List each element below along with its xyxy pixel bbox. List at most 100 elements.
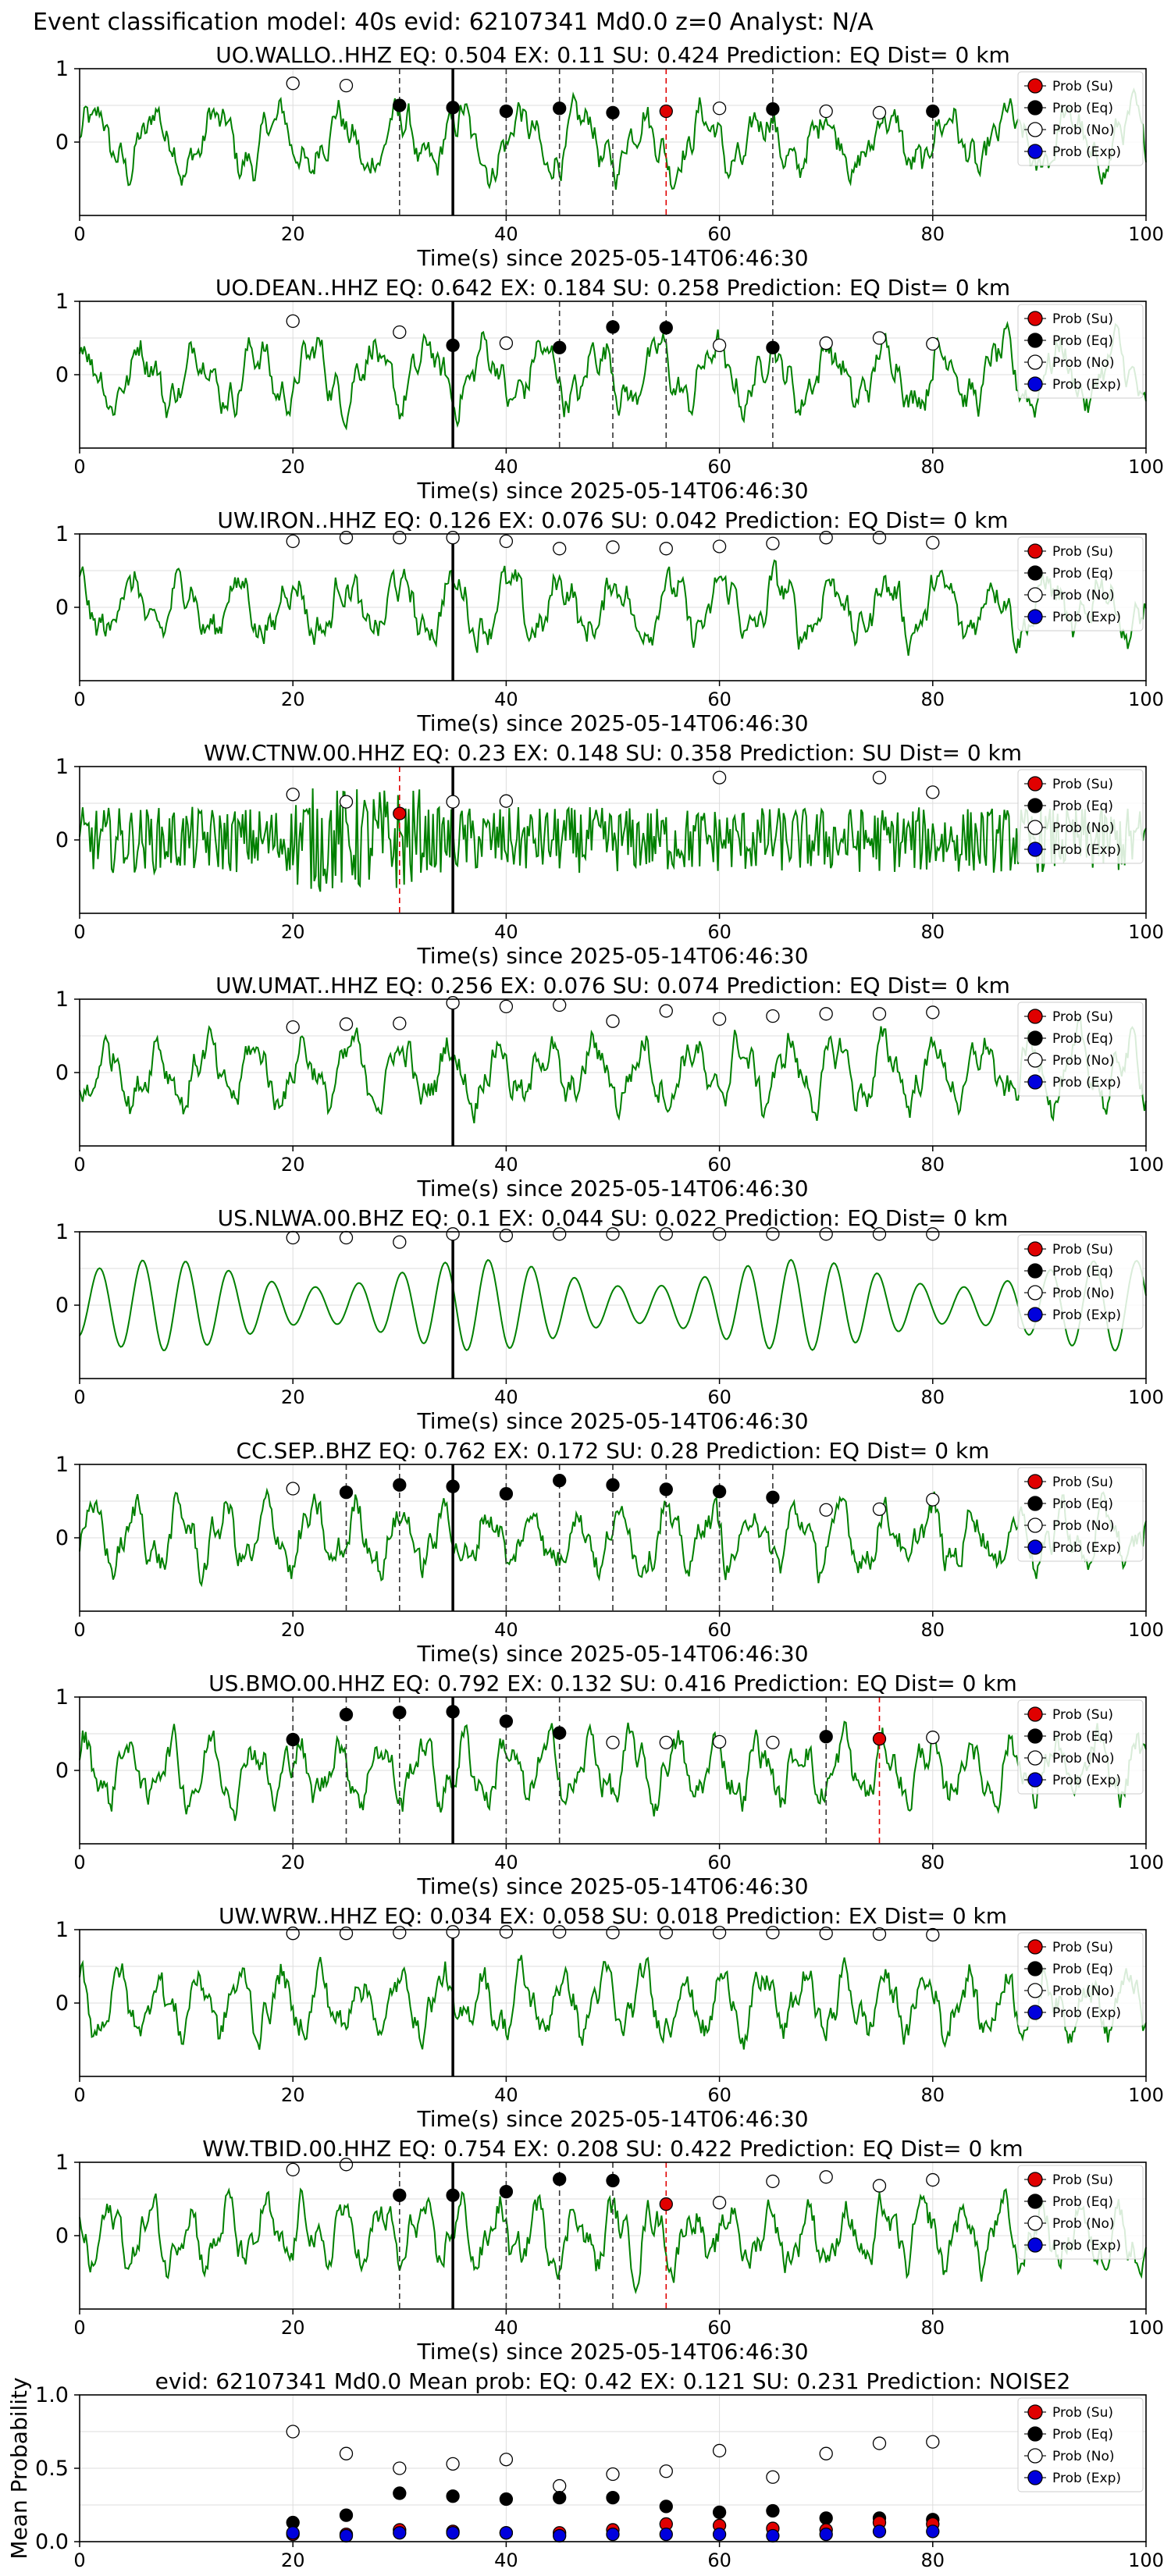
panel-title: CC.SEP..BHZ EQ: 0.762 EX: 0.172 SU: 0.28…: [237, 1438, 990, 1464]
legend-marker: [1027, 2215, 1043, 2231]
y-tick-label: 0: [55, 363, 69, 387]
x-tick-label: 80: [921, 1619, 945, 1641]
legend-label: Prob (Su): [1052, 1475, 1113, 1490]
legend-label: Prob (Eq): [1052, 1962, 1113, 1977]
legend-label: Prob (Exp): [1052, 610, 1121, 625]
legend-marker: [1027, 1728, 1043, 1744]
station-panel: UO.DEAN..HHZ EQ: 0.642 EX: 0.184 SU: 0.2…: [55, 275, 1164, 503]
prob-point: [286, 534, 300, 549]
legend-marker: [1027, 776, 1043, 792]
legend-box: [1017, 2397, 1144, 2492]
prob-point: [606, 105, 620, 120]
legend-marker: [1027, 1772, 1043, 1788]
panel-title: US.NLWA.00.BHZ EQ: 0.1 EX: 0.044 SU: 0.0…: [218, 1205, 1009, 1231]
mean-prob-point: [499, 2526, 514, 2540]
x-tick-label: 80: [921, 1154, 945, 1176]
x-axis-label: Time(s) since 2025-05-14T06:46:30: [416, 245, 808, 271]
mean-prob-point: [393, 2526, 407, 2540]
legend-label: Prob (Exp): [1052, 377, 1121, 393]
prob-point: [553, 1726, 567, 1740]
prob-point: [339, 1017, 354, 1031]
prob-point: [446, 1925, 460, 1939]
mean-prob-point: [339, 2528, 354, 2543]
legend-marker: [1027, 1939, 1043, 1955]
prob-point: [819, 1503, 833, 1517]
x-tick-label: 0: [73, 2317, 85, 2339]
x-tick-label: 40: [494, 2549, 518, 2571]
mean-prob-point: [926, 2524, 940, 2539]
x-axis-label: Time(s) since 2025-05-14T06:46:30: [416, 2339, 808, 2364]
station-panel: US.NLWA.00.BHZ EQ: 0.1 EX: 0.044 SU: 0.0…: [55, 1205, 1164, 1434]
prob-point: [712, 101, 727, 116]
x-tick-label: 100: [1128, 1619, 1164, 1641]
station-panel: WW.TBID.00.HHZ EQ: 0.754 EX: 0.208 SU: 0…: [55, 2136, 1164, 2364]
legend-label: Prob (Exp): [1052, 1308, 1121, 1323]
prob-point: [872, 1227, 887, 1241]
prob-point: [606, 320, 620, 334]
y-tick-label: 1: [55, 2151, 69, 2175]
mean-prob-point: [446, 2457, 460, 2471]
x-tick-label: 20: [281, 223, 305, 245]
x-tick-label: 80: [921, 456, 945, 478]
prob-point: [339, 531, 354, 545]
prob-point: [712, 338, 727, 353]
legend-label: Prob (Su): [1052, 1940, 1113, 1955]
x-tick-label: 20: [281, 1386, 305, 1408]
mean-probability-panel: evid: 62107341 Md0.0 Mean prob: EQ: 0.42…: [6, 2368, 1164, 2571]
y-tick-label: 0: [55, 596, 69, 620]
legend-label: Prob (Eq): [1052, 1496, 1113, 1512]
prob-point: [872, 331, 887, 345]
prob-point: [712, 1012, 727, 1026]
prob-point: [339, 1485, 354, 1500]
prob-point: [393, 2188, 407, 2202]
x-tick-label: 80: [921, 2317, 945, 2339]
y-tick-label: 1: [55, 1220, 69, 1244]
station-panel: UW.IRON..HHZ EQ: 0.126 EX: 0.076 SU: 0.0…: [55, 507, 1164, 736]
x-tick-label: 40: [494, 2084, 518, 2106]
x-tick-label: 100: [1128, 1154, 1164, 1176]
y-tick-label: 0.0: [35, 2530, 69, 2554]
mean-prob-point: [606, 2467, 620, 2482]
mean-prob-point: [339, 2446, 354, 2460]
prob-point: [499, 1229, 514, 1243]
prob-point: [712, 1227, 727, 1241]
prob-point: [766, 1009, 780, 1023]
prob-point: [553, 2172, 567, 2186]
prob-point: [819, 1927, 833, 1941]
prob-point: [553, 542, 567, 556]
prob-point: [393, 531, 407, 545]
legend-label: Prob (Su): [1052, 311, 1113, 327]
legend-marker: [1027, 1750, 1043, 1766]
mean-prob-point: [606, 2527, 620, 2542]
prob-point: [393, 1478, 407, 1492]
prob-point: [926, 535, 940, 550]
y-tick-label: 0: [55, 1293, 69, 1318]
x-tick-label: 40: [494, 1386, 518, 1408]
prob-point: [926, 1927, 940, 1942]
y-tick-label: 0.5: [35, 2457, 69, 2481]
prob-point: [606, 1926, 620, 1940]
x-tick-label: 60: [707, 456, 731, 478]
x-tick-label: 60: [707, 1154, 731, 1176]
legend-box: [1017, 2165, 1144, 2260]
y-tick-label: 1: [55, 522, 69, 546]
x-tick-label: 40: [494, 2317, 518, 2339]
waveform-trace: [79, 321, 1147, 431]
station-panel: WW.CTNW.00.HHZ EQ: 0.23 EX: 0.148 SU: 0.…: [55, 740, 1164, 969]
prob-point: [659, 1004, 673, 1018]
prob-point: [339, 2158, 354, 2172]
legend-marker: [1027, 587, 1043, 603]
prob-point: [446, 795, 460, 809]
x-tick-label: 40: [494, 1852, 518, 1873]
prob-point: [926, 336, 940, 351]
legend-box: [1017, 1234, 1144, 1329]
legend-marker: [1027, 1983, 1043, 1998]
prob-point: [872, 531, 887, 545]
x-tick-label: 80: [921, 921, 945, 943]
prob-point: [819, 336, 833, 350]
mean-prob-point: [393, 2461, 407, 2475]
x-tick-label: 60: [707, 1852, 731, 1873]
legend-marker: [1027, 2404, 1043, 2420]
prob-point: [553, 1227, 567, 1241]
prob-point: [659, 321, 673, 335]
